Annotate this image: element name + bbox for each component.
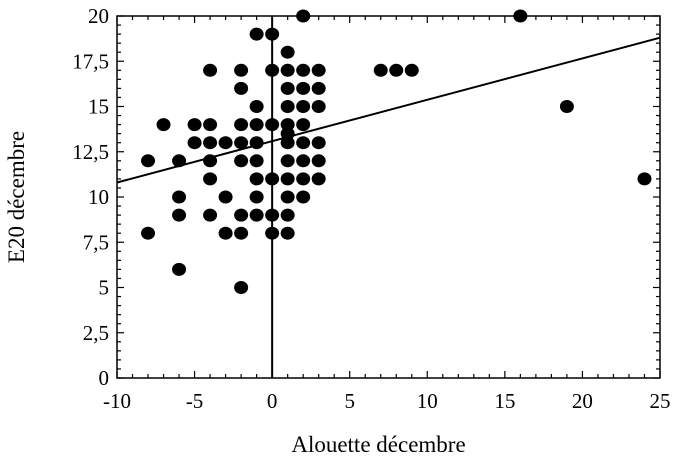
data-point: [296, 154, 311, 168]
data-point: [311, 154, 326, 168]
data-point: [373, 63, 388, 77]
data-point: [172, 262, 187, 276]
data-point: [218, 136, 233, 150]
data-point: [280, 45, 295, 59]
x-tick-label: 25: [650, 389, 671, 413]
data-point: [296, 100, 311, 113]
data-point: [280, 81, 295, 95]
x-axis-title: Alouette décembre: [291, 432, 465, 457]
data-point: [249, 100, 264, 113]
y-tick-label: 7,5: [83, 230, 109, 254]
data-point: [265, 208, 280, 222]
data-point: [156, 118, 171, 132]
y-tick-label: 10: [88, 185, 109, 209]
data-point: [187, 118, 202, 132]
y-tick-label: 12,5: [72, 140, 109, 164]
reference-lines: [116, 16, 661, 378]
data-point: [311, 63, 326, 77]
data-point: [265, 27, 280, 41]
data-point: [265, 118, 280, 132]
data-point: [172, 208, 187, 222]
data-point: [311, 81, 326, 95]
data-point: [234, 63, 249, 77]
data-point: [234, 154, 249, 168]
data-point: [265, 172, 280, 186]
data-point: [234, 208, 249, 222]
data-point: [249, 208, 264, 222]
data-point: [249, 154, 264, 168]
data-point: [280, 172, 295, 186]
tick-marks: [116, 15, 661, 379]
y-tick-label: 20: [88, 4, 109, 28]
data-point: [280, 127, 295, 141]
data-point: [203, 154, 218, 168]
data-point: [296, 118, 311, 132]
data-point: [234, 226, 249, 240]
data-point: [203, 63, 218, 77]
data-point: [141, 226, 156, 240]
x-tick-label: 20: [572, 389, 593, 413]
data-points: [141, 9, 652, 294]
data-point: [296, 172, 311, 186]
x-tick-labels: -10 -5 0 5 10 15 20 25: [103, 389, 671, 413]
data-point: [280, 190, 295, 204]
data-point: [234, 81, 249, 95]
x-tick-label: 15: [494, 389, 515, 413]
y-tick-label: 2,5: [83, 321, 109, 345]
data-point: [311, 172, 326, 186]
y-tick-label: 5: [99, 276, 110, 300]
y-axis-title: E20 décembre: [4, 131, 29, 263]
data-point: [203, 136, 218, 150]
data-point: [389, 63, 404, 77]
data-point: [249, 172, 264, 186]
y-tick-labels: 0 2,5 5 7,5 10 12,5 15 17,5 20: [72, 4, 109, 390]
data-point: [234, 281, 249, 294]
data-point: [280, 100, 295, 113]
data-point: [218, 226, 233, 240]
x-tick-label: 10: [417, 389, 438, 413]
data-point: [559, 100, 574, 113]
data-point: [280, 63, 295, 77]
data-point: [203, 172, 218, 186]
data-point: [203, 208, 218, 222]
data-point: [249, 27, 264, 41]
data-point: [311, 100, 326, 113]
data-point: [265, 63, 280, 77]
data-point: [265, 226, 280, 240]
y-tick-label: 15: [88, 95, 109, 119]
data-point: [249, 136, 264, 150]
data-point: [172, 154, 187, 168]
y-tick-label: 0: [99, 366, 110, 390]
data-point: [203, 118, 218, 132]
data-point: [280, 226, 295, 240]
regression-line: [116, 36, 661, 184]
data-point: [280, 208, 295, 222]
y-tick-label: 17,5: [72, 49, 109, 73]
x-tick-label: -10: [103, 389, 131, 413]
data-point: [172, 190, 187, 204]
plot-frame: [116, 15, 661, 379]
data-point: [249, 190, 264, 204]
data-point: [296, 81, 311, 95]
data-point: [187, 136, 202, 150]
data-point: [249, 118, 264, 132]
x-tick-label: 5: [344, 389, 355, 413]
data-point: [280, 136, 295, 150]
data-point: [280, 118, 295, 132]
data-point: [280, 154, 295, 168]
data-point: [141, 154, 156, 168]
data-point: [637, 172, 652, 186]
data-point: [296, 63, 311, 77]
data-point: [234, 136, 249, 150]
x-tick-label: 0: [267, 389, 278, 413]
data-point: [218, 190, 233, 204]
data-point: [234, 118, 249, 132]
data-point: [296, 136, 311, 150]
data-point: [404, 63, 419, 77]
data-point: [296, 190, 311, 204]
x-tick-label: -5: [186, 389, 204, 413]
data-point: [311, 136, 326, 150]
